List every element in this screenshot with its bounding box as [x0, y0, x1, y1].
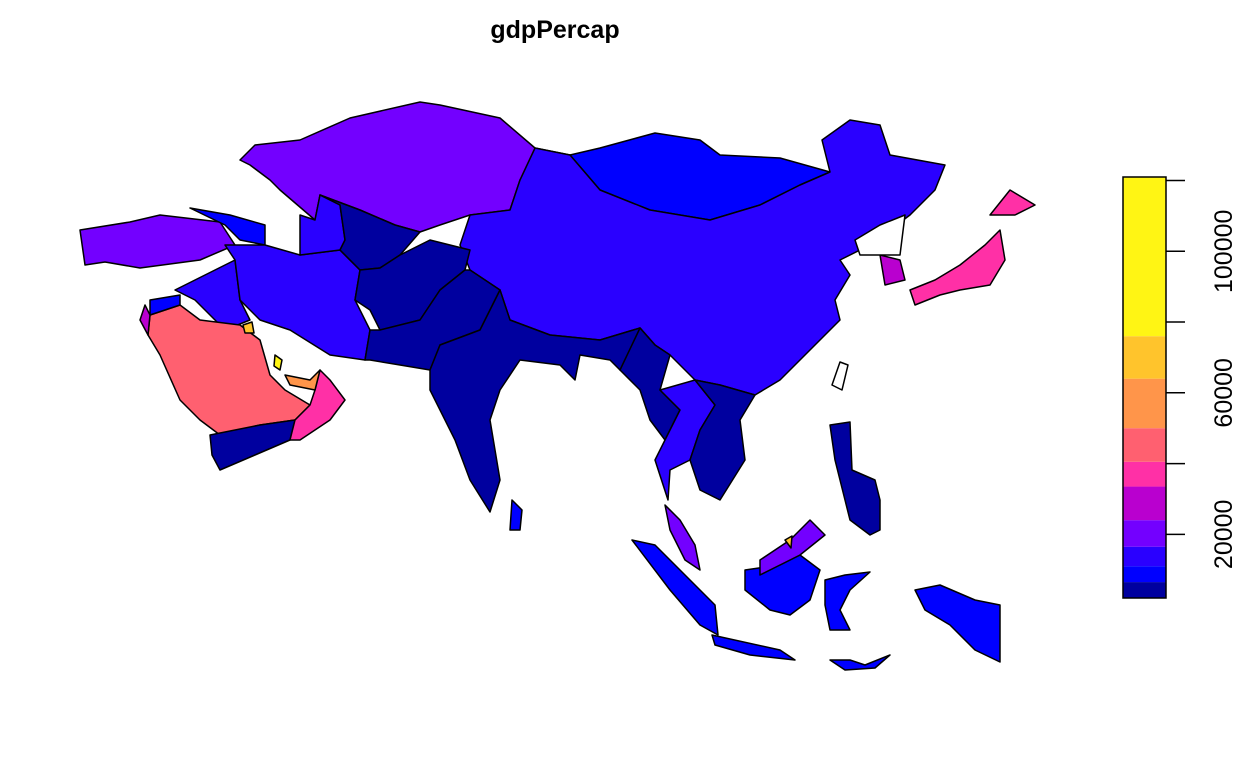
legend-frame	[1122, 176, 1167, 599]
legend-swatch	[1123, 520, 1166, 547]
region	[784, 535, 793, 549]
region	[664, 504, 701, 571]
region	[759, 519, 826, 576]
region	[854, 214, 906, 256]
legend-swatch	[1123, 546, 1166, 567]
region	[149, 294, 181, 316]
region	[139, 304, 151, 336]
legend-swatch	[1123, 461, 1166, 487]
region	[242, 321, 255, 334]
region	[174, 259, 251, 331]
chart-title: gdpPercap	[490, 16, 619, 44]
region	[289, 369, 346, 441]
region	[909, 229, 1006, 306]
region	[209, 419, 296, 471]
legend-swatch	[1123, 378, 1166, 429]
region	[829, 654, 891, 671]
legend-swatch	[1123, 336, 1166, 379]
region	[831, 361, 849, 391]
legend-tick-label: 100000	[1210, 210, 1238, 293]
region	[79, 214, 236, 269]
region	[631, 539, 719, 636]
legend-tick-label: 20000	[1210, 500, 1238, 570]
region	[509, 499, 523, 531]
region	[824, 571, 871, 631]
legend-swatch	[1123, 428, 1166, 462]
region	[914, 584, 1001, 663]
legend-swatch	[1123, 177, 1166, 337]
region	[689, 379, 756, 501]
legend-swatch	[1123, 566, 1166, 583]
region	[284, 369, 321, 391]
regions	[79, 101, 1036, 671]
legend-tick-label: 60000	[1210, 358, 1238, 428]
legend-swatch	[1123, 486, 1166, 521]
region	[879, 254, 906, 286]
region	[429, 289, 656, 513]
region	[273, 354, 283, 371]
region	[989, 189, 1036, 216]
region	[711, 634, 796, 661]
region	[829, 421, 881, 536]
legend-swatch	[1123, 582, 1166, 598]
